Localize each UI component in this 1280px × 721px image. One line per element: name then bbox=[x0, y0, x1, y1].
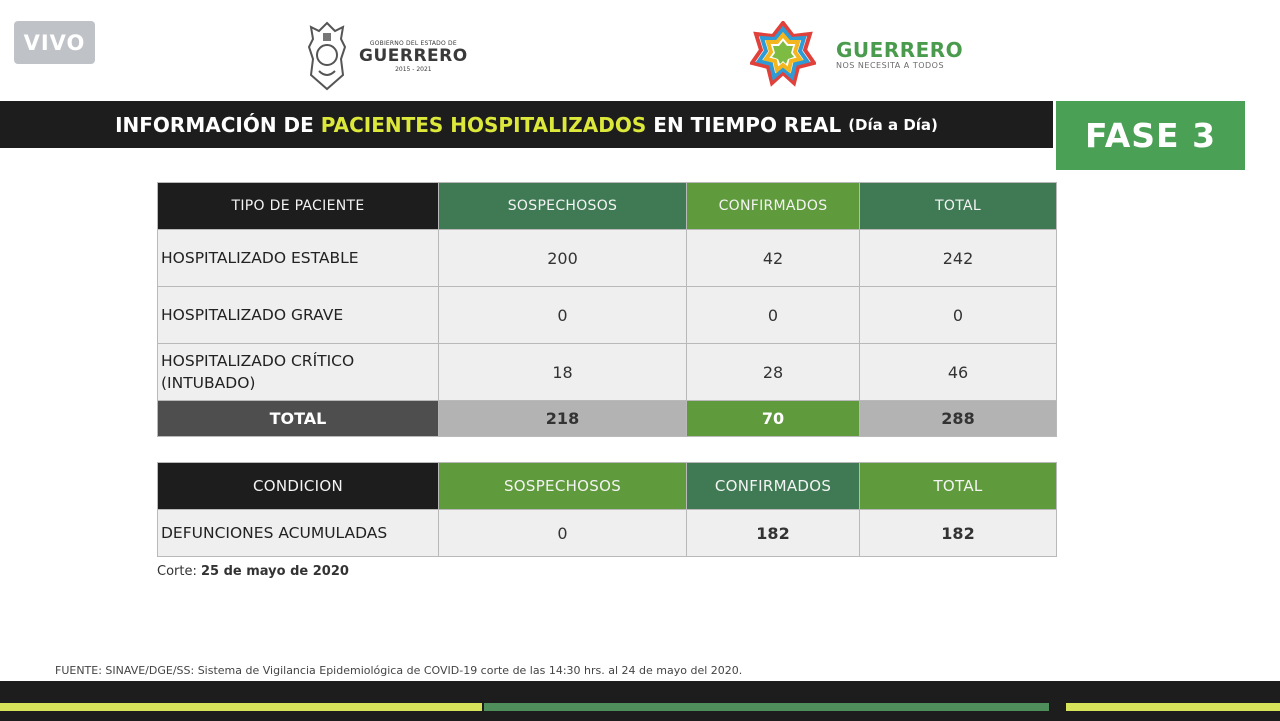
row-label: HOSPITALIZADO CRÍTICO (INTUBADO) bbox=[157, 343, 439, 401]
total-suspected: 218 bbox=[438, 400, 687, 437]
row-label: DEFUNCIONES ACUMULADAS bbox=[157, 509, 439, 557]
government-logo: GOBIERNO DEL ESTADO DE GUERRERO 2015 - 2… bbox=[305, 18, 475, 94]
cutoff-label: Corte: bbox=[157, 564, 197, 579]
total-row: TOTAL 218 70 288 bbox=[157, 400, 1057, 437]
header-confirmed: CONFIRMADOS bbox=[686, 462, 860, 510]
header-patient-type: TIPO DE PACIENTE bbox=[157, 182, 439, 230]
footer-stripe bbox=[1066, 703, 1280, 711]
cell-suspected: 0 bbox=[438, 509, 687, 557]
gov-logo-line1: GOBIERNO DEL ESTADO DE bbox=[369, 39, 457, 47]
cell-confirmed: 0 bbox=[686, 286, 860, 344]
header-total: TOTAL bbox=[859, 462, 1057, 510]
gov-logo-name: GUERRERO bbox=[359, 45, 468, 66]
cell-suspected: 200 bbox=[438, 229, 687, 287]
cell-confirmed: 42 bbox=[686, 229, 860, 287]
multicolor-star-icon bbox=[750, 21, 816, 87]
title-highlight: PACIENTES HOSPITALIZADOS bbox=[320, 112, 647, 137]
header-condition: CONDICION bbox=[157, 462, 439, 510]
table-row: HOSPITALIZADO GRAVE 0 0 0 bbox=[157, 286, 1057, 344]
brand-logo-tagline: NOS NECESITA A TODOS bbox=[836, 60, 945, 70]
phase-badge: FASE 3 bbox=[1056, 101, 1245, 170]
cell-suspected: 0 bbox=[438, 286, 687, 344]
footer-bar bbox=[0, 681, 1280, 721]
live-badge: VIVO bbox=[14, 21, 95, 64]
cell-total: 182 bbox=[859, 509, 1057, 557]
page-title: INFORMACIÓN DE PACIENTES HOSPITALIZADOS … bbox=[0, 101, 1053, 148]
deaths-table: CONDICION SOSPECHOSOS CONFIRMADOS TOTAL … bbox=[157, 462, 1057, 557]
cell-total: 46 bbox=[859, 343, 1057, 401]
hospitalized-patients-table: TIPO DE PACIENTE SOSPECHOSOS CONFIRMADOS… bbox=[157, 182, 1057, 437]
table-row: HOSPITALIZADO CRÍTICO (INTUBADO) 18 28 4… bbox=[157, 343, 1057, 401]
table-header-row: CONDICION SOSPECHOSOS CONFIRMADOS TOTAL bbox=[157, 462, 1057, 510]
title-post: EN TIEMPO REAL bbox=[653, 112, 842, 137]
header-suspected: SOSPECHOSOS bbox=[438, 462, 687, 510]
header-confirmed: CONFIRMADOS bbox=[686, 182, 860, 230]
brand-logo-name: GUERRERO bbox=[836, 37, 964, 62]
cutoff-note: Corte: 25 de mayo de 2020 bbox=[157, 564, 349, 579]
cell-total: 0 bbox=[859, 286, 1057, 344]
table-header-row: TIPO DE PACIENTE SOSPECHOSOS CONFIRMADOS… bbox=[157, 182, 1057, 230]
header-suspected: SOSPECHOSOS bbox=[438, 182, 687, 230]
total-total: 288 bbox=[859, 400, 1057, 437]
total-label: TOTAL bbox=[157, 400, 439, 437]
table-row: HOSPITALIZADO ESTABLE 200 42 242 bbox=[157, 229, 1057, 287]
source-note: FUENTE: SINAVE/DGE/SS: Sistema de Vigila… bbox=[55, 664, 743, 677]
total-confirmed: 70 bbox=[686, 400, 860, 437]
row-label: HOSPITALIZADO GRAVE bbox=[157, 286, 439, 344]
cell-total: 242 bbox=[859, 229, 1057, 287]
cell-confirmed: 28 bbox=[686, 343, 860, 401]
title-small: (Día a Día) bbox=[848, 115, 938, 134]
row-label: HOSPITALIZADO ESTABLE bbox=[157, 229, 439, 287]
footer-stripe bbox=[484, 703, 1049, 711]
title-pre: INFORMACIÓN DE bbox=[115, 112, 314, 137]
cell-suspected: 18 bbox=[438, 343, 687, 401]
cell-confirmed: 182 bbox=[686, 509, 860, 557]
gov-logo-years: 2015 - 2021 bbox=[395, 65, 432, 73]
table-row: DEFUNCIONES ACUMULADAS 0 182 182 bbox=[157, 509, 1057, 557]
footer-stripe bbox=[0, 703, 482, 711]
guerrero-brand-logo: GUERRERO NOS NECESITA A TODOS bbox=[750, 20, 970, 88]
cutoff-date: 25 de mayo de 2020 bbox=[201, 564, 349, 579]
header-total: TOTAL bbox=[859, 182, 1057, 230]
state-seal-icon bbox=[307, 21, 347, 91]
